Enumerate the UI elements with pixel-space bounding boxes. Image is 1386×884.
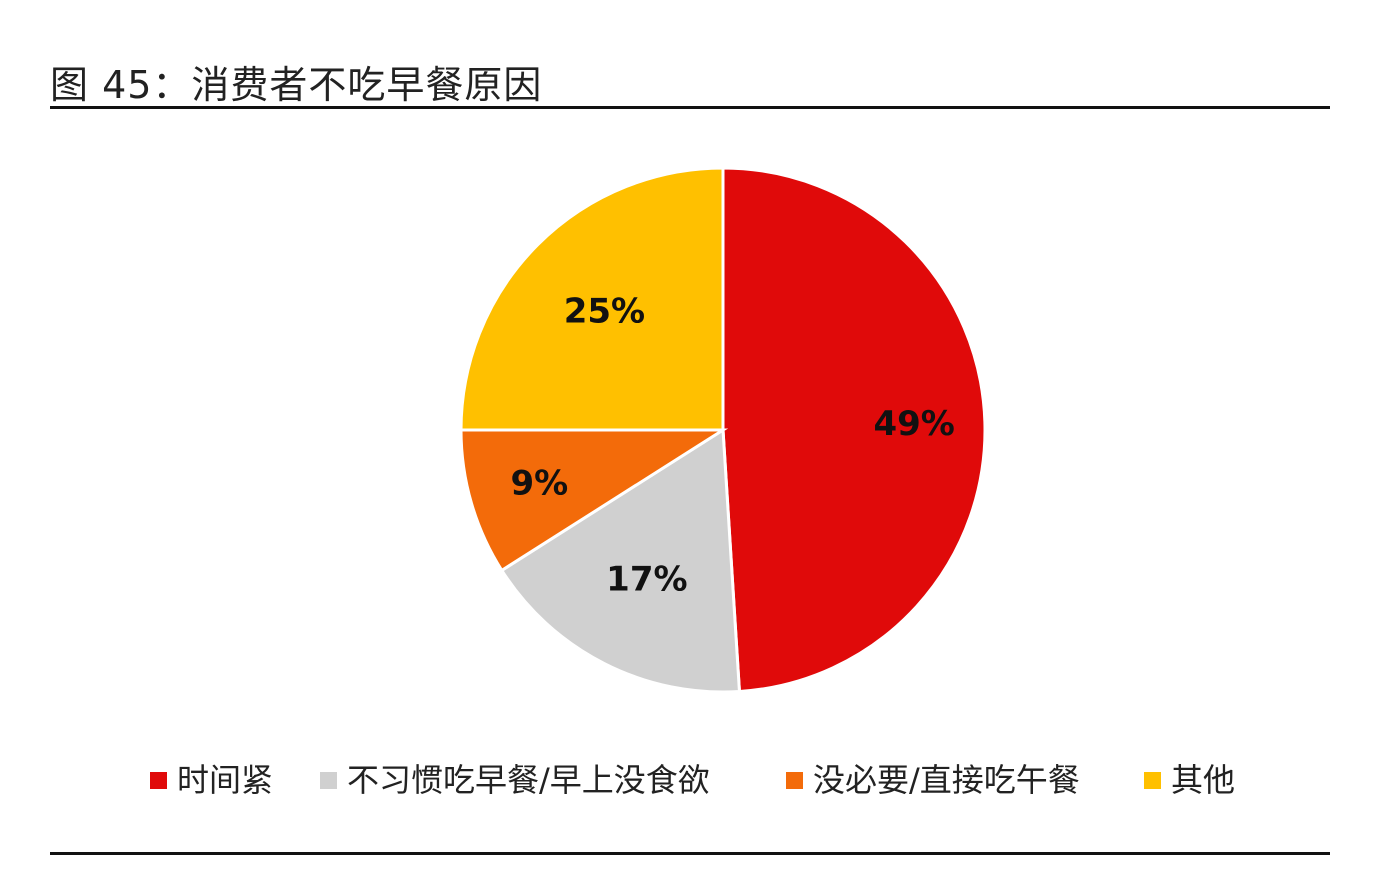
legend-item-3: 其他 <box>1144 752 1235 808</box>
legend-swatch-3 <box>1144 771 1161 789</box>
pie-data-label-2: 9% <box>510 463 568 503</box>
legend-swatch-0 <box>150 771 167 789</box>
legend-label-1: 不习惯吃早餐/早上没食欲 <box>347 761 710 799</box>
title-divider <box>50 106 1330 109</box>
pie-data-label-0: 49% <box>873 404 954 444</box>
chart-legend: 时间紧 不习惯吃早餐/早上没食欲 没必要/直接吃午餐 其他 <box>0 752 1386 808</box>
legend-label-0: 时间紧 <box>177 761 274 799</box>
pie-slice-0 <box>721 166 987 694</box>
legend-label-2: 没必要/直接吃午餐 <box>813 761 1080 799</box>
legend-swatch-1 <box>320 771 337 789</box>
pie-data-label-3: 25% <box>564 291 645 331</box>
pie-data-labels: 49% 17% 9% 25% <box>510 291 954 599</box>
legend-swatch-2 <box>786 771 803 789</box>
legend-label-3: 其他 <box>1171 761 1236 799</box>
pie-slice-3 <box>459 166 725 432</box>
pie-slices <box>459 166 987 694</box>
pie-slice-1 <box>499 427 742 694</box>
bottom-divider <box>50 852 1330 855</box>
legend-item-0: 时间紧 <box>150 752 273 808</box>
pie-slice-2 <box>459 428 729 573</box>
legend-item-1: 不习惯吃早餐/早上没食欲 <box>320 752 710 808</box>
chart-title: 图 45：消费者不吃早餐原因 <box>50 63 543 107</box>
legend-item-2: 没必要/直接吃午餐 <box>786 752 1080 808</box>
pie-data-label-1: 17% <box>606 559 687 599</box>
